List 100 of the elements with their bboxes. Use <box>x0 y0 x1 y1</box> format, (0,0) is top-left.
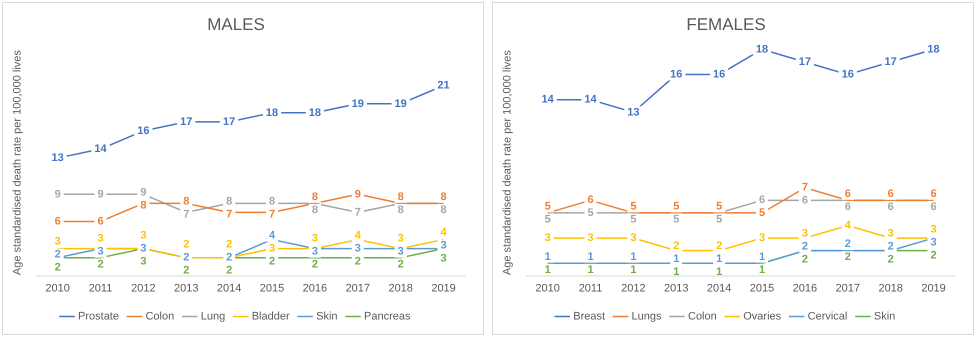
data-label: 3 <box>97 232 104 245</box>
data-label: 14 <box>584 94 598 106</box>
data-label: 2 <box>888 240 894 252</box>
data-label: 1 <box>630 250 636 263</box>
data-label: 2 <box>54 248 61 261</box>
legend-label: Breast <box>573 310 606 323</box>
data-label: 2 <box>97 258 104 271</box>
x-tick-label: 2011 <box>578 282 602 294</box>
data-label: 19 <box>352 98 364 110</box>
data-label: 4 <box>844 220 852 232</box>
chart-title: FEMALES <box>686 14 766 34</box>
data-label: 3 <box>440 240 447 252</box>
data-label: 5 <box>587 207 594 220</box>
data-label: 2 <box>888 253 894 266</box>
data-label: 3 <box>97 246 104 258</box>
x-tick-label: 2018 <box>388 282 413 294</box>
data-label: 3 <box>888 227 894 240</box>
data-label: 2 <box>716 240 722 252</box>
data-label: 13 <box>627 106 640 118</box>
data-label: 2 <box>226 252 232 264</box>
data-label: 3 <box>140 230 146 242</box>
x-tick-label: 2016 <box>302 282 328 294</box>
data-label: 14 <box>542 94 555 106</box>
data-label: 1 <box>716 266 722 278</box>
data-label: 8 <box>398 190 404 203</box>
data-label: 4 <box>354 230 362 242</box>
data-label: 21 <box>437 80 450 92</box>
data-label: 6 <box>888 200 894 213</box>
data-label: 16 <box>713 68 726 81</box>
legend-label: Skin <box>874 310 896 323</box>
data-label: 18 <box>756 43 768 56</box>
x-tick-label: 2010 <box>45 282 70 294</box>
y-axis-title: Age standardised death rate per 100,000 lives <box>12 50 24 276</box>
data-label: 16 <box>670 68 682 81</box>
data-label: 16 <box>137 124 150 137</box>
legend-label: Colon <box>688 310 717 323</box>
data-label: 2 <box>802 253 808 266</box>
data-label: 2 <box>54 262 61 274</box>
data-label: 1 <box>587 264 594 276</box>
data-label: 5 <box>673 200 680 212</box>
data-label: 3 <box>140 242 146 255</box>
data-label: 6 <box>587 194 594 206</box>
data-label: 7 <box>354 206 361 218</box>
data-label: 16 <box>842 68 854 81</box>
data-label: 6 <box>97 215 104 228</box>
data-label: 8 <box>140 199 146 212</box>
data-label: 7 <box>226 208 232 220</box>
data-label: 3 <box>440 252 447 265</box>
data-label: 2 <box>844 251 851 264</box>
data-label: 2 <box>844 238 851 250</box>
x-tick-label: 2017 <box>836 282 860 294</box>
x-tick-label: 2019 <box>431 282 456 294</box>
x-tick-label: 2019 <box>921 282 946 294</box>
data-label: 3 <box>398 232 404 245</box>
x-tick-label: 2015 <box>750 282 774 294</box>
data-label: 2 <box>183 252 190 264</box>
data-label: 9 <box>354 188 361 200</box>
data-label: 5 <box>673 213 680 226</box>
data-label: 3 <box>544 232 551 244</box>
x-tick-label: 2013 <box>664 282 689 294</box>
data-label: 1 <box>716 253 722 266</box>
data-label: 3 <box>268 242 276 255</box>
legend-label: Pancreas <box>364 310 411 323</box>
data-label: 17 <box>884 56 897 68</box>
legend-label: Ovaries <box>743 310 782 323</box>
data-label: 6 <box>758 194 766 206</box>
data-label: 3 <box>930 223 937 236</box>
legend-label: Cervical <box>808 310 848 323</box>
x-tick-label: 2014 <box>216 282 242 294</box>
data-label: 17 <box>798 56 812 68</box>
data-label: 13 <box>52 152 64 164</box>
x-tick-label: 2010 <box>535 282 560 294</box>
data-label: 5 <box>630 200 636 212</box>
data-label: 2 <box>398 258 404 271</box>
data-label: 5 <box>630 213 636 226</box>
data-label: 8 <box>312 204 318 216</box>
data-label: 9 <box>54 188 61 200</box>
data-label: 3 <box>54 236 61 248</box>
data-label: 5 <box>716 213 722 226</box>
data-label: 4 <box>440 226 448 239</box>
data-label: 17 <box>223 116 236 128</box>
data-label: 8 <box>268 195 276 208</box>
data-label: 6 <box>844 200 851 213</box>
data-label: 3 <box>802 227 808 240</box>
data-label: 5 <box>716 200 722 212</box>
x-tick-label: 2014 <box>706 282 732 294</box>
data-label: 8 <box>312 190 318 203</box>
x-tick-label: 2017 <box>346 282 370 294</box>
data-label: 3 <box>312 232 318 245</box>
data-label: 6 <box>888 188 894 200</box>
data-label: 2 <box>183 238 190 251</box>
data-label: 2 <box>226 264 232 277</box>
data-label: 1 <box>673 266 680 278</box>
legend-label: Lungs <box>632 310 662 323</box>
x-tick-label: 2012 <box>621 282 646 294</box>
data-label: 2 <box>183 264 190 277</box>
data-label: 17 <box>180 116 192 128</box>
data-label: 9 <box>140 186 146 198</box>
data-label: 2 <box>268 256 276 268</box>
data-label: 1 <box>673 253 680 266</box>
